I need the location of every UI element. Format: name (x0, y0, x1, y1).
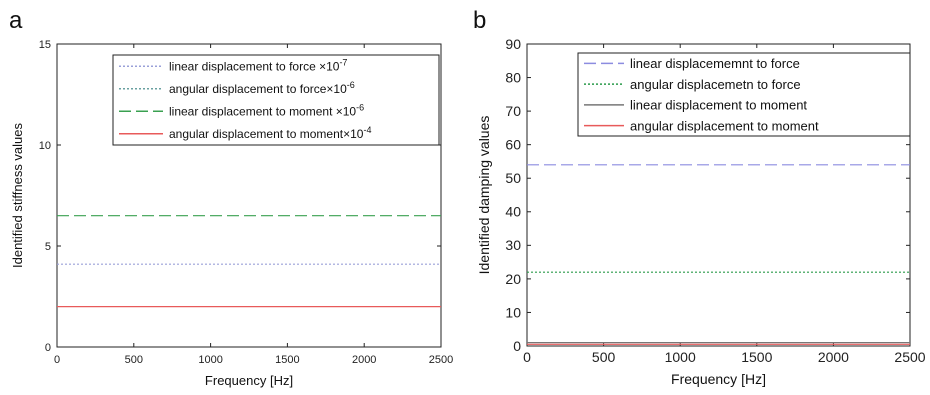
x-tick-label: 1500 (275, 354, 299, 366)
y-tick-label: 50 (505, 170, 521, 186)
y-tick-label: 80 (505, 69, 521, 85)
x-tick-label: 2000 (818, 349, 849, 365)
legend-label-exponent: -7 (339, 58, 347, 68)
legend-label: angular displacemetn to force (630, 77, 801, 92)
x-tick-label: 2500 (894, 349, 925, 365)
legend-label-text: linear displacement to moment (630, 98, 807, 113)
legend-label: angular displacement to force×10-6 (169, 80, 355, 96)
x-tick-label: 500 (592, 349, 616, 365)
legend-label-exponent: -4 (363, 125, 371, 135)
legend-label-text: angular displacement to moment (630, 118, 819, 133)
legend-label-text: angular displacemetn to force (630, 77, 801, 92)
legend: linear displacement to force ×10-7 angula… (112, 54, 440, 146)
damping-chart: 0 500 1000 1500 2000 2500 0 10 20 30 40 50 60 70 80 90 F… (476, 36, 926, 387)
y-tick-label: 0 (513, 338, 521, 354)
legend-box (112, 54, 440, 146)
legend-label: linear displacement to force ×10-7 (169, 58, 347, 74)
stiffness-chart: 0 500 1000 1500 2000 2500 0 5 10 15 Frequency [Hz]… (10, 39, 453, 388)
legend-label-exponent: -6 (356, 103, 364, 113)
y-axis-label: Identified stiffness values (10, 122, 25, 268)
y-tick-label: 5 (45, 241, 51, 253)
legend-label-exponent: -6 (347, 80, 355, 90)
x-axis-label: Frequency [Hz] (671, 371, 766, 387)
y-tick-label: 90 (505, 36, 521, 52)
legend-label: angular displacement to moment (630, 118, 819, 133)
legend-label-text: angular displacement to moment×10 (169, 127, 364, 141)
y-tick-label: 20 (505, 271, 521, 287)
x-tick-label: 1000 (665, 349, 696, 365)
y-tick-label: 30 (505, 237, 521, 253)
legend: linear displacememnt to force angular dis… (577, 52, 911, 137)
x-tick-label: 0 (54, 354, 60, 366)
y-axis-label: Identified damping values (476, 116, 492, 275)
x-tick-label: 2500 (429, 354, 453, 366)
y-tick-label: 70 (505, 103, 521, 119)
x-tick-label: 1500 (741, 349, 772, 365)
x-tick-label: 2000 (352, 354, 376, 366)
legend-label: linear displacement to moment ×10-6 (169, 103, 364, 119)
legend-label-text: linear displacememnt to force (630, 56, 800, 71)
y-tick-label: 10 (505, 304, 521, 320)
x-tick-label: 500 (125, 354, 143, 366)
panel-label-b: b (473, 7, 486, 34)
y-tick-label: 15 (39, 39, 51, 51)
legend-label-text: linear displacement to force ×10 (169, 60, 340, 74)
y-tick-label: 60 (505, 137, 521, 153)
x-tick-label: 0 (523, 349, 531, 365)
y-tick-label: 40 (505, 204, 521, 220)
legend-label: linear displacememnt to force (630, 56, 800, 71)
legend-box (577, 52, 911, 137)
x-tick-label: 1000 (198, 354, 222, 366)
panel-label-a: a (9, 7, 23, 34)
y-tick-label: 0 (45, 342, 51, 354)
legend-label: angular displacement to moment×10-4 (169, 125, 371, 141)
legend-label-text: linear displacement to moment ×10 (169, 105, 356, 119)
x-axis-label: Frequency [Hz] (205, 373, 293, 388)
legend-label-text: angular displacement to force×10 (169, 82, 347, 96)
y-tick-label: 10 (39, 140, 51, 152)
legend-label: linear displacement to moment (630, 98, 807, 113)
